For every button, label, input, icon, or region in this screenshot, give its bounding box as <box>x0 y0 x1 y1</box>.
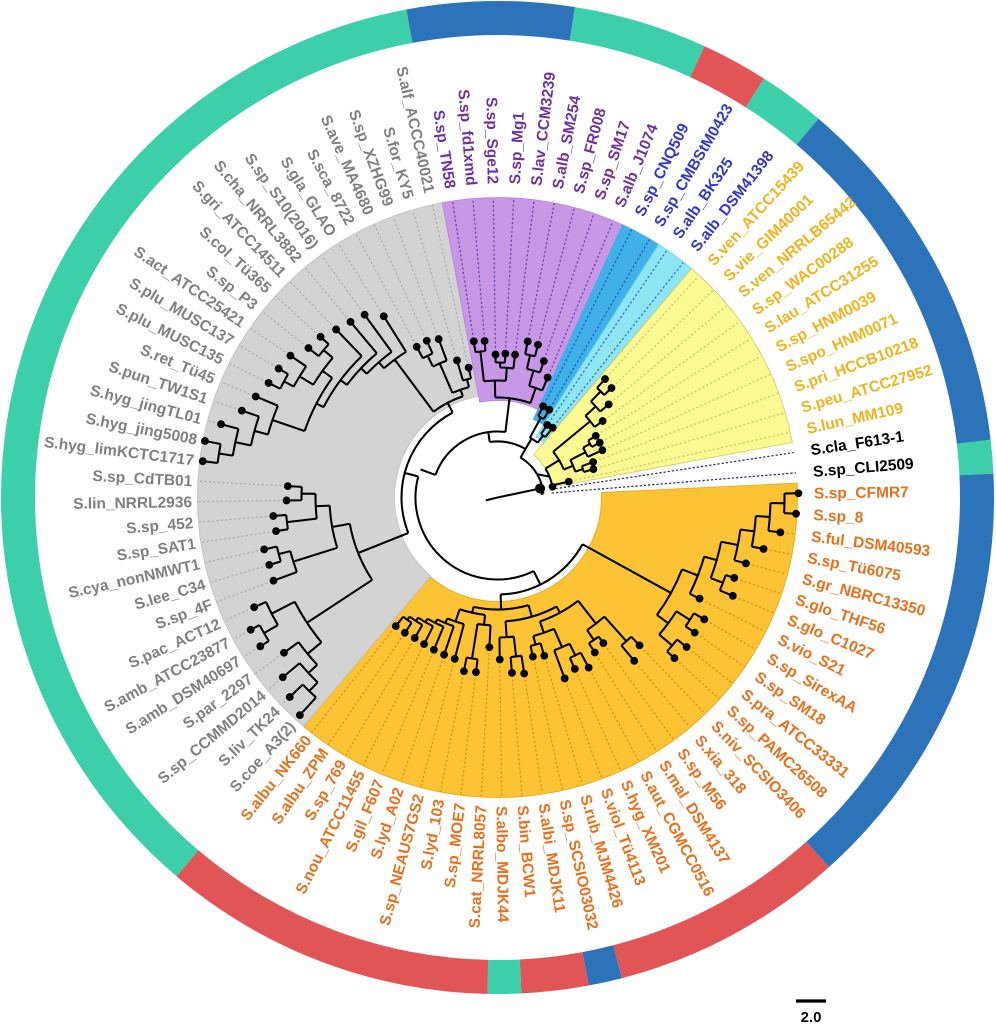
svg-text:S.sp_452: S.sp_452 <box>126 515 194 537</box>
svg-text:S.sp_Mg1: S.sp_Mg1 <box>507 111 528 185</box>
svg-text:S.sp_8: S.sp_8 <box>813 507 864 527</box>
svg-text:2.0: 2.0 <box>801 1009 822 1024</box>
svg-text:S.sp_CdTB01: S.sp_CdTB01 <box>92 468 193 490</box>
svg-text:S.sp_Sge12: S.sp_Sge12 <box>483 97 501 184</box>
svg-text:S.albo_MDJK44: S.albo_MDJK44 <box>492 806 511 923</box>
svg-text:S.cat_NRRL8057: S.cat_NRRL8057 <box>467 805 491 929</box>
svg-text:S.sp_CFMR7: S.sp_CFMR7 <box>814 484 909 502</box>
svg-text:S.lin_NRRL2936: S.lin_NRRL2936 <box>73 494 192 513</box>
